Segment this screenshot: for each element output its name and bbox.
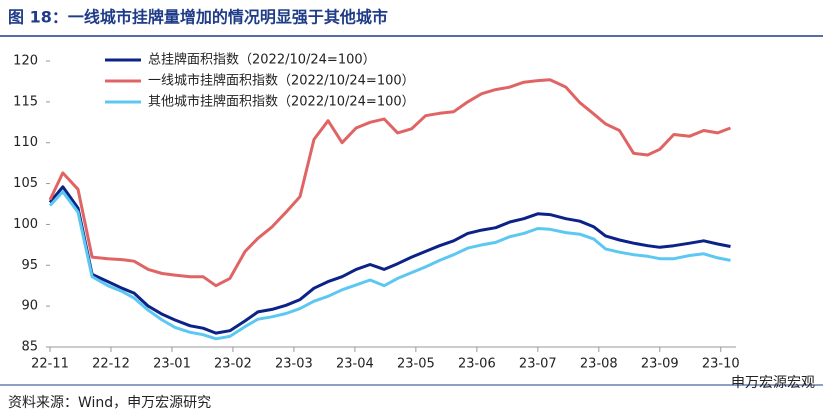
- chart-title: 图 18：一线城市挂牌量增加的情况明显强于其他城市: [8, 8, 388, 27]
- x-tick-label: 23-07: [519, 357, 557, 372]
- x-tick-label: 22-11: [31, 357, 69, 372]
- y-tick-label: 90: [21, 299, 38, 314]
- x-tick-label: 23-09: [641, 357, 679, 372]
- source: 资料来源：Wind，申万宏源研究: [8, 395, 211, 411]
- y-tick-label: 105: [13, 176, 38, 191]
- x-tick-label: 23-08: [580, 357, 618, 372]
- x-tick-label: 23-10: [702, 357, 740, 372]
- y-tick-label: 115: [13, 94, 38, 109]
- x-tick-label: 22-12: [92, 357, 130, 372]
- y-tick-label: 95: [21, 258, 38, 273]
- legend-label: 总挂牌面积指数（2022/10/24=100）: [148, 52, 376, 68]
- x-tick-label: 23-03: [275, 357, 313, 372]
- x-tick-label: 23-04: [336, 357, 374, 372]
- series-line: [48, 78, 732, 288]
- y-tick-label: 120: [13, 54, 38, 69]
- x-tick-label: 23-02: [214, 357, 252, 372]
- series-line: [48, 185, 731, 335]
- watermark: 申万宏源宏观: [731, 375, 815, 391]
- x-tick-label: 23-05: [397, 357, 435, 372]
- y-tick-label: 110: [13, 135, 38, 150]
- series-line: [48, 190, 731, 341]
- legend-label: 一线城市挂牌面积指数（2022/10/24=100）: [148, 73, 415, 89]
- x-tick-label: 23-01: [153, 357, 191, 372]
- x-tick-label: 23-06: [458, 357, 496, 372]
- legend-label: 其他城市挂牌面积指数（2022/10/24=100）: [148, 94, 415, 110]
- y-tick-label: 85: [21, 340, 38, 355]
- y-tick-label: 100: [13, 217, 38, 232]
